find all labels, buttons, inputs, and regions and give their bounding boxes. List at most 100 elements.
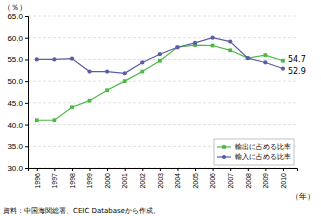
series-point (140, 70, 144, 74)
x-tick-label: 1996 (34, 173, 41, 189)
y-tick-mark (25, 103, 28, 104)
series-point (158, 52, 162, 56)
series-point (35, 57, 39, 61)
x-tick: 2003 (157, 168, 164, 189)
x-axis-title: （年） (291, 192, 315, 201)
x-tick-mark (125, 168, 126, 171)
y-tick-label: 65.0 (7, 12, 23, 21)
x-tick: 2005 (192, 168, 199, 189)
y-axis: 30.0 35.0 40.0 45.0 50.0 55.0 60.0 65.0 (7, 12, 28, 173)
x-tick-label: 2000 (104, 173, 111, 189)
y-tick-mark (25, 146, 28, 147)
series-point (281, 59, 285, 63)
series-point (87, 69, 91, 73)
y-tick-label: 35.0 (7, 142, 23, 151)
x-tick-mark (37, 168, 38, 171)
series-point (53, 118, 57, 122)
y-tick: 55.0 (7, 55, 28, 64)
x-tick-mark (142, 168, 143, 171)
series-point (263, 60, 267, 64)
x-tick-label: 2007 (227, 173, 234, 189)
y-axis-title: （％） (3, 3, 27, 12)
y-tick-label: 55.0 (7, 55, 23, 64)
x-tick: 1999 (86, 168, 93, 189)
x-tick: 1998 (69, 168, 76, 189)
series-point (228, 48, 232, 52)
x-tick-mark (230, 168, 231, 171)
series-point (52, 57, 56, 61)
series-point (158, 59, 162, 63)
series-point (193, 41, 197, 45)
x-tick-label: 2006 (209, 173, 216, 189)
x-tick-mark (265, 168, 266, 171)
x-tick: 2001 (121, 168, 128, 189)
y-tick-label: 60.0 (7, 34, 23, 43)
x-tick-mark (54, 168, 55, 171)
y-tick: 45.0 (7, 99, 28, 108)
y-tick-label: 30.0 (7, 164, 23, 173)
series-point (140, 60, 144, 64)
x-tick-mark (177, 168, 178, 171)
series-point (35, 118, 39, 122)
y-tick: 60.0 (7, 34, 28, 43)
x-tick-label: 1998 (69, 173, 76, 189)
series-point (211, 44, 215, 48)
source-note: 資料：中国海関総署、CEIC Databaseから作成。 (3, 207, 160, 215)
legend-label: 輸入に占める比率 (235, 153, 291, 161)
x-tick: 2009 (262, 168, 269, 189)
series-point (70, 56, 74, 60)
grid-line (28, 16, 297, 17)
x-axis: 1996199719981999200020012002200320042005… (29, 168, 298, 189)
x-tick: 2002 (139, 168, 146, 189)
x-tick-label: 2010 (280, 173, 287, 189)
x-tick-mark (248, 168, 249, 171)
y-axis-line (25, 17, 29, 169)
series-point (123, 71, 127, 75)
x-tick: 2008 (245, 168, 252, 189)
y-tick: 40.0 (7, 121, 28, 130)
grid-line (28, 124, 297, 125)
y-tick-label: 50.0 (7, 77, 23, 86)
grid (28, 16, 297, 168)
series-point (228, 40, 232, 44)
y-tick-label: 40.0 (7, 121, 23, 130)
series-point (246, 56, 250, 60)
series-point (123, 79, 127, 83)
x-tick-label: 2009 (262, 173, 269, 189)
x-tick: 2007 (227, 168, 234, 189)
series-point (176, 45, 180, 49)
x-tick-mark (107, 168, 108, 171)
x-tick-mark (283, 168, 284, 171)
series-point (70, 105, 74, 109)
x-tick-mark (90, 168, 91, 171)
grid-line (28, 81, 297, 82)
plot: 30.035.040.045.050.055.060.065.019961997… (7, 12, 305, 189)
legend-label: 輸出に占める比率 (235, 143, 291, 151)
series-point (88, 99, 92, 103)
series-point (105, 88, 109, 92)
chart: 30.035.040.045.050.055.060.065.019961997… (0, 0, 321, 216)
y-tick: 65.0 (7, 12, 28, 21)
x-axis-line (29, 169, 298, 172)
x-tick-label: 2002 (139, 173, 146, 189)
y-tick-mark (25, 59, 28, 60)
x-tick: 2006 (209, 168, 216, 189)
y-tick-mark (25, 16, 28, 17)
y-tick-mark (25, 81, 28, 82)
grid-line (28, 102, 297, 103)
legend-item: 輸出に占める比率 (217, 143, 291, 151)
x-tick-label: 2004 (174, 173, 181, 189)
marks (35, 36, 285, 122)
series-point (246, 56, 250, 60)
grid-line (28, 37, 297, 38)
series-point (281, 66, 285, 70)
x-tick: 2000 (104, 168, 111, 189)
x-tick-label: 2001 (121, 173, 128, 189)
x-tick-label: 2005 (192, 173, 199, 189)
y-tick: 30.0 (7, 164, 28, 173)
series-point (263, 53, 267, 57)
series-point (210, 36, 214, 40)
series-line (37, 38, 283, 74)
y-tick: 35.0 (7, 142, 28, 151)
x-tick: 2010 (280, 168, 287, 189)
